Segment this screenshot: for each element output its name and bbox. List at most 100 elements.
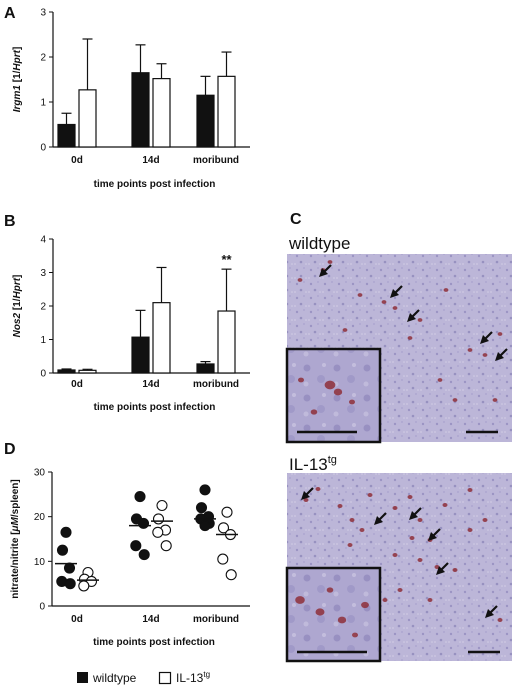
x-axis-label: time points post infection [94, 179, 216, 190]
point-wildtype [138, 549, 150, 561]
point-il13tg [156, 499, 168, 512]
stain-spot [443, 288, 449, 292]
point-wildtype [130, 540, 142, 552]
point-il13tg [152, 526, 164, 538]
stain-spot [298, 377, 304, 383]
bar-il13tg [217, 75, 236, 148]
x-axis-label: time points post infection [94, 402, 216, 413]
bar-wildtype [57, 369, 76, 374]
stain-spot [392, 306, 398, 310]
stain-spot [467, 348, 473, 352]
stain-spot [467, 528, 473, 532]
inset-stain-wildtype [298, 377, 355, 415]
stain-spot [397, 588, 403, 592]
caption-wildtype: wildtype [288, 234, 350, 253]
legend-swatch-wildtype [77, 672, 88, 683]
legend-label-wildtype: wildtype [92, 671, 137, 685]
legend-swatch-il13tg [158, 671, 172, 685]
arrow-head [409, 511, 418, 520]
stain-spot [442, 503, 448, 507]
stain-spot [349, 399, 355, 405]
point-wildtype [63, 562, 76, 574]
arrow-head [485, 609, 494, 618]
stain-spot [434, 565, 440, 569]
arrow-head [436, 566, 445, 575]
stain-spot [382, 598, 388, 602]
inset-il13tg [285, 566, 382, 663]
arrow-head [407, 313, 416, 322]
point-wildtype [56, 544, 69, 556]
arrow-head [428, 532, 437, 541]
stain-spot [417, 558, 423, 562]
stain-spot [452, 568, 458, 572]
arrow-head [480, 335, 489, 344]
y-tick-label: 2 [40, 53, 46, 64]
arrow-head [374, 516, 383, 525]
point-wildtype [199, 484, 211, 496]
point-wildtype [195, 502, 208, 514]
stain-spot [347, 543, 353, 547]
y-tick-label: 0 [40, 369, 46, 380]
bar-wildtype [196, 94, 215, 148]
x-category-label: moribund [193, 614, 239, 625]
stain-spot [333, 388, 343, 396]
stain-spot [407, 336, 413, 340]
point-il13tg [160, 540, 172, 552]
arrow-head [319, 268, 328, 277]
chart-nitrate: 0 10 20 30 0d 14d moribund time points post inf… [10, 468, 250, 648]
panel-label-b: B [4, 213, 16, 230]
y-tick-label: 4 [40, 235, 46, 246]
point-il13tg [152, 513, 165, 525]
significance-annotation: ** [221, 252, 232, 267]
point-wildtype [137, 517, 150, 529]
stain-spot [327, 260, 333, 264]
y-tick-label: 3 [40, 268, 46, 279]
stain-spot [349, 518, 355, 522]
stain-spot [337, 616, 347, 624]
point-il13tg [78, 580, 90, 592]
x-category-label: 0d [71, 155, 83, 166]
bar-il13tg [78, 369, 97, 374]
bar-il13tg [152, 302, 171, 374]
panel-label-c: C [290, 211, 302, 228]
x-category-label: 14d [142, 614, 159, 625]
stain-spot [361, 601, 369, 609]
micrograph-il13tg [285, 473, 512, 663]
point-wildtype [199, 520, 211, 532]
y-tick-label: 1 [40, 335, 46, 346]
stain-spot [359, 528, 365, 532]
stain-spot [427, 598, 433, 602]
stain-spot [315, 608, 325, 616]
arrow-head [301, 491, 310, 500]
point-il13tg [221, 506, 233, 518]
y-tick-label: 3 [40, 8, 46, 19]
stain-spot [295, 596, 305, 604]
stain-spot [492, 398, 498, 402]
point-wildtype [64, 578, 76, 590]
y-axis-label: Irgm1 [1/Hprt] [12, 47, 23, 113]
x-category-label: 14d [142, 379, 159, 390]
y-tick-label: 0 [39, 602, 45, 613]
caption-il13tg: IL-13tg [289, 454, 337, 474]
bar-wildtype [131, 72, 150, 148]
stain-spot [342, 328, 348, 332]
stain-spot [407, 495, 413, 499]
bar-wildtype [57, 123, 76, 148]
stain-spot [417, 518, 423, 522]
y-tick-label: 0 [40, 143, 46, 154]
point-il13tg [217, 553, 229, 565]
stain-spot [381, 300, 387, 304]
stain-spot [467, 488, 473, 492]
panel-label-a: A [4, 5, 16, 22]
stain-spot [392, 506, 398, 510]
y-axis-label: Nos2 [1/Hprt] [12, 275, 23, 338]
stain-spot [352, 632, 358, 638]
arrows-il13tg [301, 487, 498, 618]
stain-spot [297, 278, 303, 282]
stain-spot [326, 587, 334, 593]
stain-spot [337, 504, 343, 508]
point-il13tg [217, 522, 230, 534]
stain-spots-il13tg [303, 487, 503, 622]
x-category-label: moribund [193, 155, 239, 166]
legend: wildtype IL-13tg [77, 670, 210, 685]
